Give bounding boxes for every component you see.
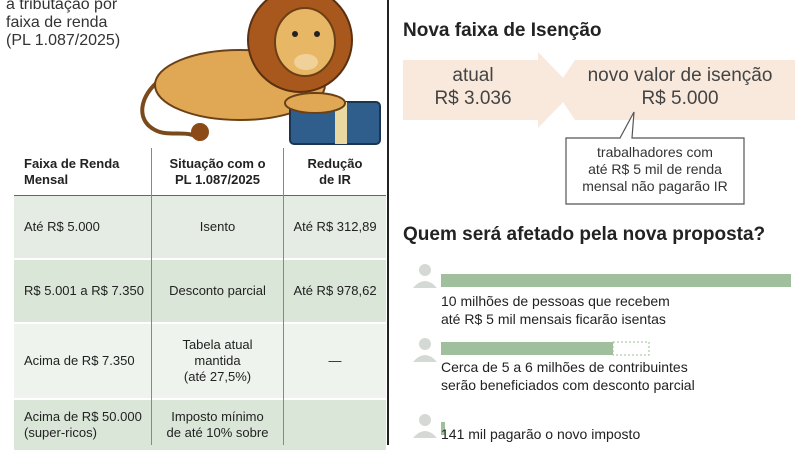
lion-illustration (140, 0, 381, 145)
text: PL 1.087/2025 (174, 172, 261, 187)
cell-text: Acima de R$ 50.000 (24, 409, 142, 424)
text: de IR (319, 172, 351, 187)
cell-text: Isento (199, 219, 236, 234)
affected-item: Cerca de 5 a 6 milhões de contribuintes s… (441, 358, 695, 394)
text: Mensal (24, 172, 69, 187)
table-cell: — (284, 324, 386, 398)
text: atual (452, 65, 494, 86)
table-cell: Até R$ 5.000 (24, 196, 150, 258)
cell-text: Até R$ 312,89 (293, 219, 377, 234)
cell-text: (super-ricos) (24, 425, 97, 440)
text: novo valor de isenção (587, 65, 773, 86)
table-cell: Desconto parcial (152, 260, 283, 322)
item-text: serão beneficiados com desconto parcial (441, 377, 695, 393)
text: mensal não pagarão IR (582, 178, 728, 194)
cell-text: de até 10% sobre (166, 425, 269, 440)
exemption-title: Nova faixa de Isenção (403, 20, 602, 41)
cell-text: Até R$ 978,62 (293, 283, 377, 298)
table-cell: Imposto mínimo de até 10% sobre (152, 400, 283, 450)
text: até R$ 5 mil de renda (588, 161, 722, 177)
cell-text: (até 27,5%) (183, 369, 252, 384)
cell-text: Imposto mínimo (171, 409, 264, 424)
header-cell: Faixa de Renda Mensal (24, 152, 119, 192)
item-text: até R$ 5 mil mensais ficarão isentas (441, 311, 666, 327)
item-text: 10 milhões de pessoas que recebem (441, 293, 670, 309)
cell-text: Até R$ 5.000 (24, 219, 100, 234)
cell-text: — (328, 353, 342, 368)
current-box: atual R$ 3.036 (403, 64, 543, 110)
table: Faixa de Renda Mensal Situação com o PL 1.… (0, 148, 386, 450)
divider (387, 0, 389, 445)
affected-item: 141 mil pagarão o novo imposto (441, 425, 640, 443)
table-cell: Acima de R$ 50.000 (super-ricos) (24, 400, 150, 450)
col-rule (151, 148, 152, 445)
cell-text: mantida (194, 353, 241, 368)
table-cell (284, 400, 386, 450)
text: R$ 3.036 (434, 88, 512, 109)
intro-line: (PL 1.087/2025) (6, 32, 121, 49)
table-cell: Isento (152, 196, 283, 258)
header-rule (14, 195, 386, 196)
cell-text: Acima de R$ 7.350 (24, 353, 135, 368)
callout (565, 111, 745, 205)
header-cell: Redução de IR (284, 152, 386, 192)
row-bg (14, 400, 386, 450)
affected-title: Quem será afetado pela nova proposta? (403, 224, 766, 245)
table-cell: Até R$ 978,62 (284, 260, 386, 322)
row-bg (14, 196, 386, 258)
table-cell: Até R$ 312,89 (284, 196, 386, 258)
callout-text: trabalhadores com até R$ 5 mil de renda … (566, 144, 744, 195)
cell-text: R$ 5.001 a R$ 7.350 (24, 283, 144, 298)
text: Redução (307, 156, 363, 171)
row-bg (14, 260, 386, 322)
text: R$ 5.000 (641, 88, 719, 109)
intro: a tributação por faixa de renda (PL 1.08… (6, 0, 120, 50)
intro-line: faixa de renda (6, 14, 108, 31)
text: Faixa de Renda (24, 156, 120, 171)
table-cell: R$ 5.001 a R$ 7.350 (24, 260, 150, 322)
header-cell: Situação com o PL 1.087/2025 (152, 152, 283, 192)
text: trabalhadores com (597, 144, 713, 160)
affected-item: 10 milhões de pessoas que recebem até R$ … (441, 292, 670, 328)
text: Situação com o (169, 156, 266, 171)
cell-text: Desconto parcial (169, 283, 266, 298)
affected-bars (413, 264, 791, 438)
intro-line: a tributação por (6, 0, 118, 13)
row-bg (14, 324, 386, 398)
col-rule (283, 148, 284, 445)
cell-text: Tabela atual (182, 337, 253, 352)
table-cell: Acima de R$ 7.350 (24, 324, 150, 398)
item-text: Cerca de 5 a 6 milhões de contribuintes (441, 359, 688, 375)
exemption-arrow (403, 52, 795, 128)
item-text: 141 mil pagarão o novo imposto (441, 426, 641, 442)
table-cell: Tabela atual mantida (até 27,5%) (152, 324, 283, 398)
new-box: novo valor de isenção R$ 5.000 (575, 64, 785, 110)
